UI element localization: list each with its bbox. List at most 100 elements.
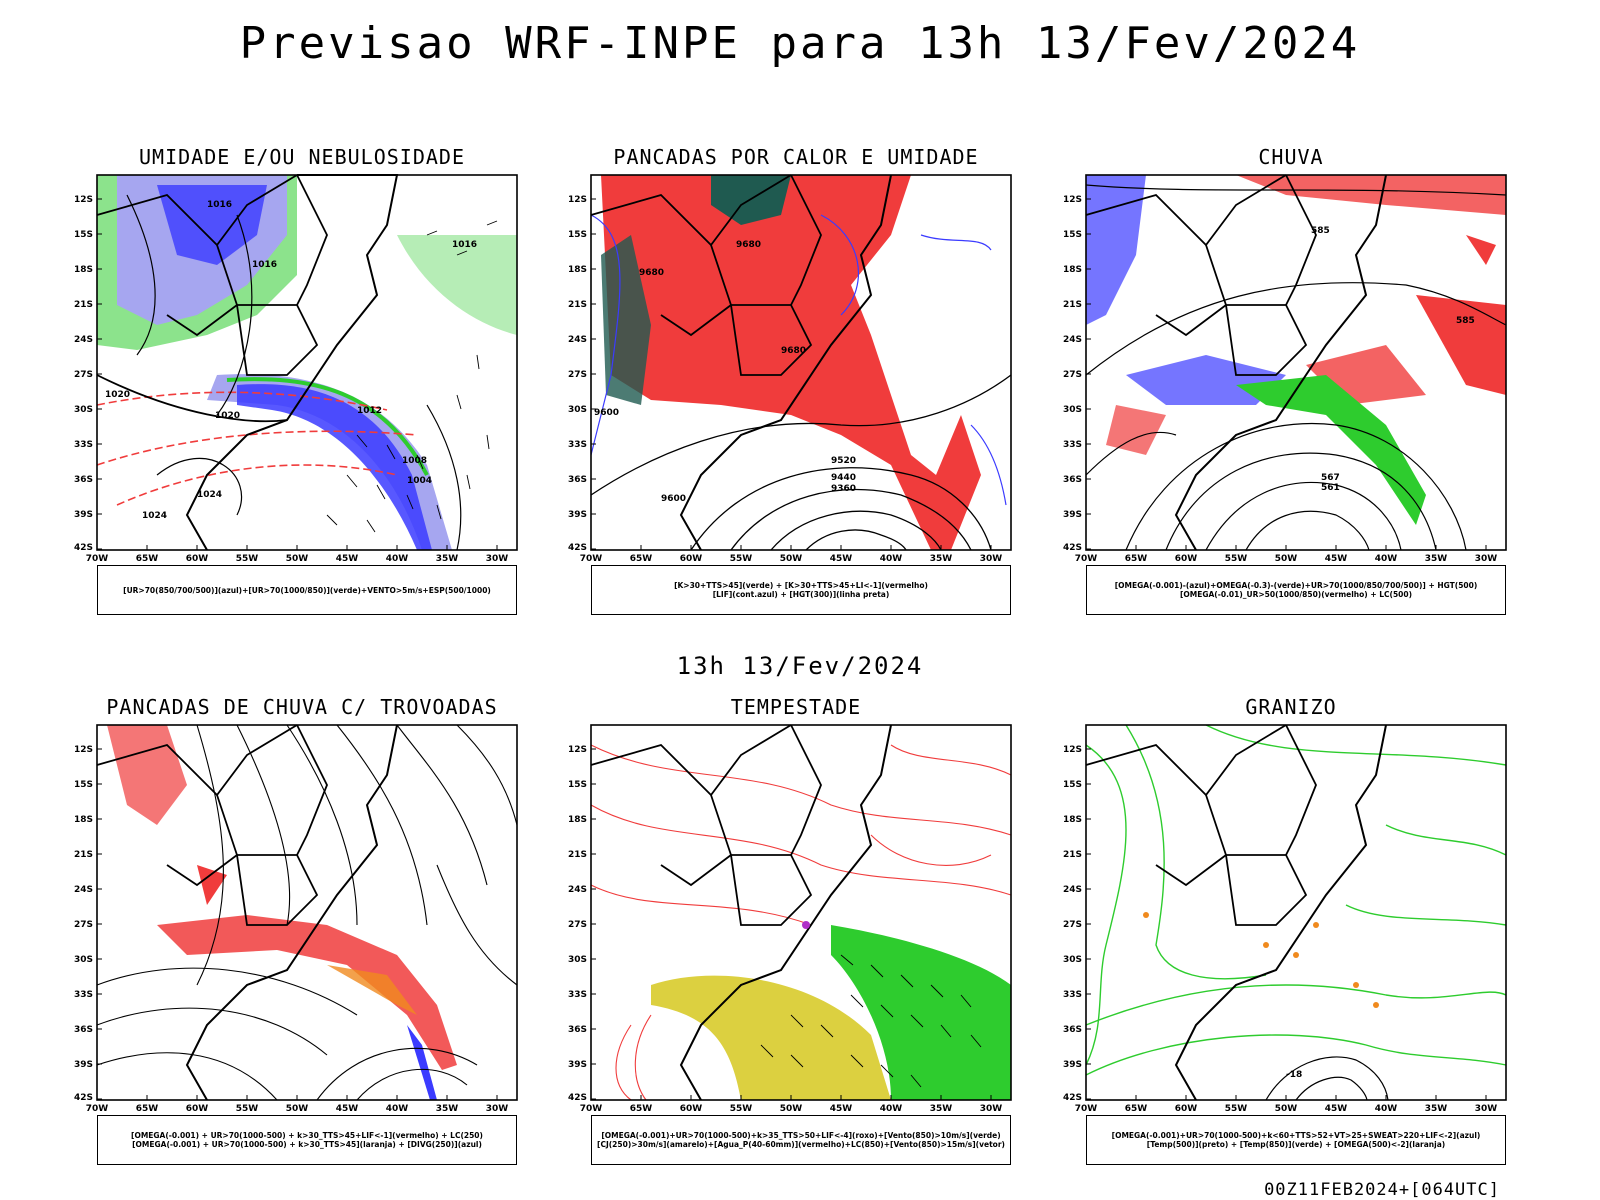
coastline xyxy=(185,724,398,1101)
lif-blue-contours xyxy=(590,214,1007,506)
panel-legend: [OMEGA(-0.001) + UR>70(1000-500) + k>30_… xyxy=(97,1115,517,1165)
hgt500-contours xyxy=(1085,184,1507,551)
lon-tick-label: 65W xyxy=(630,1104,653,1114)
lon-tick-label: 60W xyxy=(680,1104,703,1114)
svg-text:1016: 1016 xyxy=(207,200,232,210)
lon-tick-label: 50W xyxy=(780,554,803,564)
svg-text:9680: 9680 xyxy=(736,240,761,250)
lat-tick-label: 42S xyxy=(568,543,587,553)
lat-tick-label: 39S xyxy=(74,1060,93,1070)
panel-legend: [K>30+TTS>45](verde) + [K>30+TTS>45+LI<-… xyxy=(591,565,1011,615)
map-granizo: -18 12S 15S 18S 21S 24S 27S 30S 33S 36S 39S 42S70W… xyxy=(1063,724,1507,1114)
red-storm-patches xyxy=(107,725,457,1070)
country-borders xyxy=(590,724,822,926)
lat-tick-label: 24S xyxy=(1063,885,1082,895)
map-frame xyxy=(590,174,1012,551)
lon-tick-label: 60W xyxy=(1175,554,1198,564)
lon-tick-label: 35W xyxy=(930,1104,953,1114)
lon-tick-label: 50W xyxy=(1275,554,1298,564)
svg-text:1004: 1004 xyxy=(407,476,432,486)
lat-tick-label: 24S xyxy=(74,885,93,895)
unstable-red-area xyxy=(601,175,981,550)
lat-tick-label: 18S xyxy=(74,815,93,825)
red-rain-patches xyxy=(1106,175,1506,455)
hgt300-contours xyxy=(590,374,1012,551)
svg-text:1020: 1020 xyxy=(105,390,130,400)
lon-tick-label: 30W xyxy=(980,554,1003,564)
lon-tick-label: 35W xyxy=(436,1104,459,1114)
lat-tick-label: 21S xyxy=(1063,300,1082,310)
lon-tick-label: 55W xyxy=(730,554,753,564)
lon-tick-label: 30W xyxy=(980,1104,1003,1114)
lon-tick-label: 60W xyxy=(1175,1104,1198,1114)
country-borders xyxy=(590,174,822,376)
svg-text:1016: 1016 xyxy=(252,260,277,270)
lat-tick-label: 18S xyxy=(1063,815,1082,825)
panel-chuva: CHUVA 585 xyxy=(1056,145,1526,640)
panel-title: GRANIZO xyxy=(1245,695,1337,719)
lat-tick-label: 36S xyxy=(74,1025,93,1035)
lat-tick-label: 24S xyxy=(1063,335,1082,345)
footer-run-id: 00Z11FEB2024+[064UTC] xyxy=(1264,1180,1500,1200)
country-borders xyxy=(96,174,328,423)
svg-text:585: 585 xyxy=(1311,226,1330,236)
lon-tick-label: 45W xyxy=(336,1104,359,1114)
lon-tick-label: 55W xyxy=(1225,1104,1248,1114)
lon-tick-label: 45W xyxy=(1325,1104,1348,1114)
lat-tick-label: 27S xyxy=(74,920,93,930)
lat-tick-label: 15S xyxy=(568,230,587,240)
svg-text:561: 561 xyxy=(1321,483,1340,493)
front-blue-band xyxy=(237,384,432,550)
streamlines-250 xyxy=(96,724,518,1101)
lon-tick-label: 60W xyxy=(680,554,703,564)
temp850-contours xyxy=(1085,724,1507,1076)
country-borders xyxy=(1085,724,1317,926)
lat-tick-label: 21S xyxy=(74,850,93,860)
lon-tick-label: 55W xyxy=(236,554,259,564)
lat-tick-label: 12S xyxy=(1063,195,1082,205)
lat-tick-label: 24S xyxy=(568,335,587,345)
lat-tick-label: 30S xyxy=(568,955,587,965)
coastline xyxy=(1174,724,1387,1101)
lon-tick-label: 40W xyxy=(386,554,409,564)
svg-text:567: 567 xyxy=(1321,473,1340,483)
lon-tick-label: 30W xyxy=(486,1104,509,1114)
lat-tick-label: 24S xyxy=(568,885,587,895)
lat-tick-label: 27S xyxy=(1063,370,1082,380)
svg-text:9520: 9520 xyxy=(831,456,856,466)
lat-tick-label: 24S xyxy=(74,335,93,345)
lat-tick-label: 15S xyxy=(568,780,587,790)
lon-tick-label: 70W xyxy=(1075,1104,1098,1114)
lon-tick-label: 65W xyxy=(630,554,653,564)
red-dashed-isolines xyxy=(96,391,418,506)
lon-tick-label: 40W xyxy=(880,1104,903,1114)
lon-tick-label: 35W xyxy=(1425,554,1448,564)
svg-text:1012: 1012 xyxy=(357,406,382,416)
lon-tick-label: 40W xyxy=(1375,554,1398,564)
panel-legend: [OMEGA(-0.001)+UR>70(1000-500)+k>35_TTS>… xyxy=(591,1115,1011,1165)
lat-tick-label: 33S xyxy=(74,440,93,450)
jet-yellow-area xyxy=(651,975,891,1100)
svg-text:9440: 9440 xyxy=(831,473,856,483)
map-frame xyxy=(590,724,1012,1101)
lon-tick-label: 65W xyxy=(1125,1104,1148,1114)
lat-tick-label: 21S xyxy=(568,300,587,310)
lat-tick-label: 30S xyxy=(568,405,587,415)
lat-tick-label: 30S xyxy=(74,405,93,415)
coastline xyxy=(1174,174,1387,551)
panel-legend: [OMEGA(-0.001)-(azul)+OMEGA(-0.3)-(verde… xyxy=(1086,565,1506,615)
panel-legend: [UR>70(850/700/500)](azul)+[UR>70(1000/8… xyxy=(97,565,517,615)
panel-title: PANCADAS POR CALOR E UMIDADE xyxy=(613,145,979,169)
blue-omega-patches xyxy=(1086,175,1286,405)
lon-tick-label: 45W xyxy=(1325,554,1348,564)
orange-patch xyxy=(327,965,417,1015)
wind850-green-area xyxy=(831,925,1011,1100)
coastline xyxy=(679,724,892,1101)
fill-layer xyxy=(97,175,517,550)
